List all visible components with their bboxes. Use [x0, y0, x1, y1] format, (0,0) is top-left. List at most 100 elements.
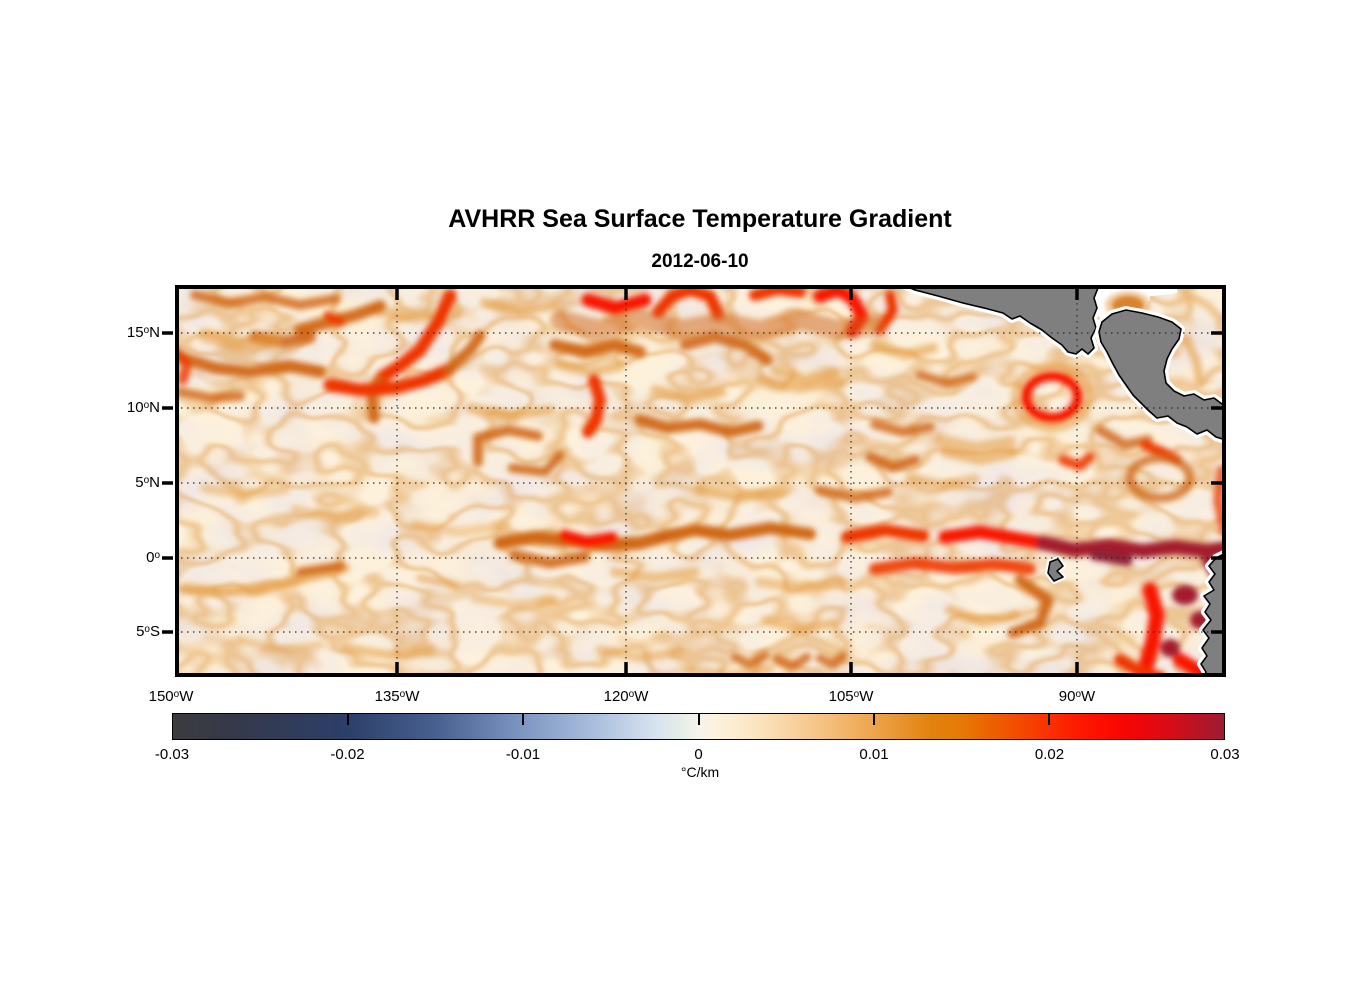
sst-gradient-filament [772, 652, 812, 672]
sst-gradient-filament [730, 650, 770, 670]
sst-gradient-filament [760, 615, 838, 635]
chart-date-subtitle: 2012-06-10 [651, 251, 749, 272]
sst-gradient-filament [507, 450, 565, 477]
x-tick-label: 150oW [148, 688, 194, 705]
graticule [175, 285, 1226, 677]
colorbar-tick-label: 0.01 [859, 746, 889, 763]
sst-gradient-filament [190, 290, 340, 310]
sst-gradient-filament [815, 485, 893, 503]
sst-gradient-filament [290, 505, 380, 523]
land-galapagos [1047, 558, 1064, 582]
colorbar-tick-label: -0.01 [505, 746, 541, 763]
sst-gradient-filament [595, 645, 685, 663]
sst-gradient-filament [915, 370, 978, 388]
land-layer [899, 285, 1226, 677]
sst-gradient-filament [180, 563, 350, 597]
sst-gradient-filament [749, 285, 806, 301]
y-tick-label: 0o [146, 549, 160, 566]
sst-gradient-filament [1181, 289, 1224, 322]
orange-wisp-texture [175, 285, 1226, 677]
sst-gradient-filament [549, 339, 646, 358]
sst-gradient-filament [865, 452, 920, 472]
sst-gradient-filament [175, 351, 326, 378]
high-gradient-spot [1160, 639, 1180, 657]
sst-gradient-filament [1007, 574, 1054, 639]
sst-gradient-filament [480, 298, 560, 316]
colorbar-tick-label: 0.02 [1034, 746, 1065, 763]
sst-gradient-filament [416, 574, 459, 589]
sst-gradient-filament [550, 308, 885, 340]
sst-gradient-filament [581, 293, 652, 315]
sst-gradient-filament [465, 403, 555, 420]
sst-gradient-filament [582, 374, 606, 438]
colorbar-tick [872, 714, 875, 725]
sst-gradient-filament [652, 285, 724, 320]
sst-gradient-filament [755, 375, 845, 393]
map-canvas [162, 285, 1226, 677]
sst-gradient-filament [236, 636, 324, 654]
sst-gradient-filament [934, 434, 1016, 454]
eddy-ring [1011, 362, 1093, 432]
sst-gradient-filament [410, 520, 510, 537]
sst-gradient-filament [200, 483, 290, 500]
sst-gradient-filament [470, 593, 558, 610]
eddy-ring [1125, 453, 1195, 503]
sst-gradient-filament [1137, 582, 1165, 677]
sst-gradient-filament [175, 348, 192, 385]
colorbar-tick-label: -0.02 [330, 746, 365, 763]
sst-gradient-filament [815, 651, 848, 670]
x-tick-label: 135oW [374, 688, 420, 705]
heatmap-field [175, 285, 1226, 677]
gradient-filaments [175, 285, 1226, 677]
colorbar-tick [1047, 714, 1050, 725]
sst-gradient-filament [610, 567, 700, 583]
sst-gradient-filament [1181, 335, 1205, 385]
sst-gradient-filament [323, 311, 345, 327]
x-tick-label: 90oW [1058, 688, 1096, 705]
sst-gradient-filament [175, 387, 245, 403]
colorbar-tick [522, 714, 525, 725]
colorbar-tick [347, 714, 350, 725]
sst-gradient-filament [295, 561, 345, 577]
colorbar-tick-label: -0.03 [154, 746, 190, 763]
sst-gradient-filament [294, 300, 386, 336]
map-plot [162, 285, 1226, 677]
sst-gradient-filament [634, 414, 764, 438]
plot-frame [162, 285, 1226, 677]
sst-gradient-filament [509, 549, 591, 569]
colorbar [172, 713, 1225, 740]
colorbar-tick [697, 714, 700, 725]
sst-gradient-filament [770, 365, 840, 385]
x-tick-label: 105oW [828, 688, 874, 705]
high-gradient-spot [1172, 585, 1198, 605]
sst-gradient-filament [555, 360, 625, 377]
colorbar-tick-label: 0.03 [1210, 746, 1240, 763]
sst-gradient-filament [870, 340, 938, 360]
sst-gradient-filament [694, 484, 786, 503]
sst-gradient-filament [841, 524, 929, 543]
sst-gradient-filament [945, 605, 1020, 627]
sst-gradient-filament [323, 363, 455, 397]
y-tick-label: 5oN [135, 474, 160, 491]
sst-gradient-filament [442, 330, 486, 376]
sst-gradient-filament [340, 643, 435, 660]
y-tick-label: 5oS [136, 623, 160, 640]
land-mexico-guatemala [902, 285, 1099, 355]
sst-gradient-filament [559, 530, 618, 548]
sst-gradient-filament [679, 331, 773, 366]
sst-gradient-filament [1036, 536, 1226, 558]
x-tick-label: 120oW [603, 688, 649, 705]
sst-gradient-filament [198, 328, 282, 352]
colorbar-unit-label: °C/km [680, 764, 720, 780]
chart-title: AVHRR Sea Surface Temperature Gradient [448, 205, 952, 233]
axes-border [175, 285, 1226, 677]
sst-gradient-filament [869, 557, 1036, 575]
sst-gradient-filament [755, 577, 848, 593]
eddy-ring [1021, 371, 1083, 423]
sst-gradient-filament [473, 425, 543, 467]
sst-gradient-filament [1058, 452, 1095, 471]
y-tick-label: 10oN [126, 399, 160, 416]
y-tick-label: 15oN [126, 324, 160, 341]
colorbar-tick-label: 0 [694, 746, 703, 763]
